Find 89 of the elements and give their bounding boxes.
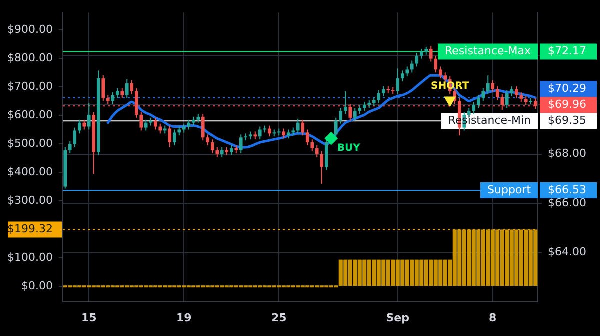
candlestick (130, 80, 134, 95)
candlestick (482, 88, 486, 102)
y2-tick-label: $68.00 (548, 147, 586, 160)
candlestick (296, 118, 300, 134)
candlestick (496, 86, 500, 101)
candlestick (87, 102, 91, 130)
candlestick (491, 80, 495, 93)
candlestick (68, 141, 72, 154)
candlestick (111, 92, 115, 105)
candlestick (514, 86, 518, 99)
y-tick-label: $500.00 (8, 136, 53, 150)
candlestick (102, 75, 106, 102)
candlestick (415, 52, 419, 68)
candlestick (382, 86, 386, 97)
y2-tick-label: $69.35 (548, 114, 586, 127)
ref-line-label: Resistance-Max (445, 44, 532, 58)
x-tick-label: 8 (489, 311, 497, 324)
candlestick (377, 90, 381, 104)
candlestick (301, 119, 305, 136)
candlestick (472, 102, 476, 114)
y-tick-label: $400.00 (8, 165, 53, 178)
candlestick (125, 79, 129, 99)
candlestick (438, 66, 442, 80)
candlestick (353, 108, 357, 122)
candlestick (187, 119, 191, 130)
candlestick (168, 125, 172, 148)
y-tick-label: $700.00 (8, 80, 53, 93)
candlestick (315, 144, 319, 158)
x-tick-label: 25 (271, 311, 287, 324)
candlestick (230, 144, 234, 156)
candlestick (73, 127, 77, 148)
ref-line-label: $70.29 (548, 82, 586, 95)
candlestick (486, 75, 490, 95)
candlestick (82, 119, 86, 130)
candlestick (172, 129, 176, 146)
candlestick (334, 117, 338, 138)
candlestick (429, 46, 433, 62)
y-tick-label: $900.00 (8, 22, 53, 36)
candlestick (396, 68, 400, 95)
x-tick-label: 19 (176, 311, 192, 324)
y-tick-label: $0.00 (22, 279, 53, 292)
ref-line-label: Support (488, 183, 532, 196)
candlestick (306, 129, 310, 146)
y-tick-label: $800.00 (8, 51, 53, 64)
candlestick (410, 60, 414, 74)
y2-tick-label: $66.53 (548, 183, 586, 196)
y-tick-label: $100.00 (8, 250, 53, 264)
candlestick (500, 94, 504, 111)
candlestick (206, 134, 210, 146)
candlestick (140, 112, 144, 132)
candlestick (268, 125, 272, 138)
candlestick (348, 104, 352, 122)
candlestick (320, 150, 324, 184)
candlestick (310, 139, 314, 152)
candlestick (406, 66, 410, 78)
y-tick-label: $199.32 (8, 222, 53, 236)
candlestick (339, 108, 343, 124)
candlestick (282, 128, 286, 140)
candlestick (116, 88, 120, 99)
series-label: BUY (337, 143, 362, 154)
y2-tick-label: $64.00 (548, 246, 586, 259)
x-tick-label: Sep (386, 311, 410, 324)
y2-tick-label: $72.17 (548, 44, 586, 58)
candlestick (505, 90, 509, 109)
candlestick (400, 70, 404, 82)
x-tick-label: 15 (81, 311, 97, 324)
candlestick (78, 119, 82, 134)
candlestick (444, 72, 448, 83)
candlestick (344, 90, 348, 114)
candlestick (154, 117, 158, 130)
candlestick (144, 119, 148, 132)
candlestick (220, 146, 224, 158)
ref-line-label: $69.96 (548, 98, 586, 111)
candlestick (510, 86, 514, 97)
candlestick (216, 146, 220, 158)
candlestick (476, 94, 480, 109)
candlestick (201, 113, 205, 142)
candlestick (534, 98, 538, 110)
candlestick (420, 48, 424, 60)
candlestick (120, 88, 124, 99)
candlestick (239, 134, 243, 154)
candlestick (158, 123, 162, 134)
y-tick-label: $600.00 (8, 108, 53, 122)
y2-tick-label: $66.00 (548, 196, 586, 210)
candlestick (520, 92, 524, 103)
candlestick (134, 88, 138, 118)
y-tick-label: $300.00 (8, 194, 53, 207)
candlestick (210, 139, 214, 154)
candlestick (434, 55, 438, 74)
